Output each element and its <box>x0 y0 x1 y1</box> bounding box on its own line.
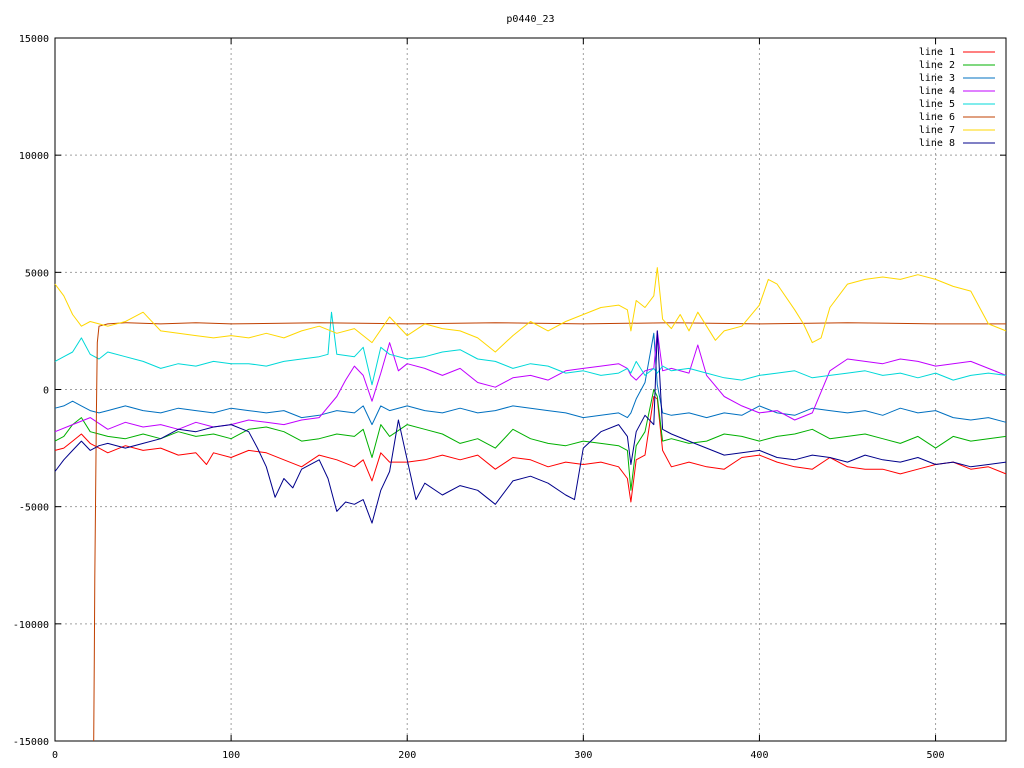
y-tick-label: -15000 <box>13 737 49 748</box>
legend-label: line 6 <box>919 112 955 123</box>
y-tick-label: 0 <box>43 386 49 397</box>
x-tick-label: 100 <box>222 750 240 761</box>
y-tick-label: -10000 <box>13 620 49 631</box>
series-line-6 <box>93 322 1006 742</box>
series-line-3 <box>54 332 1007 426</box>
y-tick-label: -5000 <box>19 503 49 514</box>
x-tick-label: 200 <box>398 750 416 761</box>
grid-lines <box>55 38 1006 741</box>
legend-label: line 4 <box>919 86 955 97</box>
series-line-5 <box>54 311 1007 386</box>
series-line-7 <box>54 267 1007 353</box>
legend-label: line 7 <box>919 125 955 136</box>
y-tick-label: 5000 <box>25 268 49 279</box>
axis-ticks: 0 100 200 300 400 500 -15000 -10000 -5000 0 5000 10… <box>13 34 1006 761</box>
series-line-8 <box>54 330 1007 524</box>
chart-title: p0440_23 <box>506 14 554 25</box>
legend-label: line 8 <box>919 138 955 149</box>
legend-label: line 2 <box>919 60 955 71</box>
x-tick-label: 300 <box>574 750 592 761</box>
x-tick-label: 400 <box>750 750 768 761</box>
legend-label: line 3 <box>919 73 955 84</box>
legend: line 1 line 2 line 3 line 4 line 5 line 6 line… <box>919 47 995 149</box>
series-line-4 <box>54 330 1007 433</box>
series-line-1 <box>54 396 1007 503</box>
x-tick-label: 0 <box>52 750 58 761</box>
series-layer <box>54 267 1007 742</box>
y-tick-label: 10000 <box>19 151 49 162</box>
series-line-2 <box>54 389 1007 491</box>
legend-label: line 5 <box>919 99 955 110</box>
y-tick-label: 15000 <box>19 34 49 45</box>
x-tick-label: 500 <box>927 750 945 761</box>
legend-label: line 1 <box>919 47 955 58</box>
